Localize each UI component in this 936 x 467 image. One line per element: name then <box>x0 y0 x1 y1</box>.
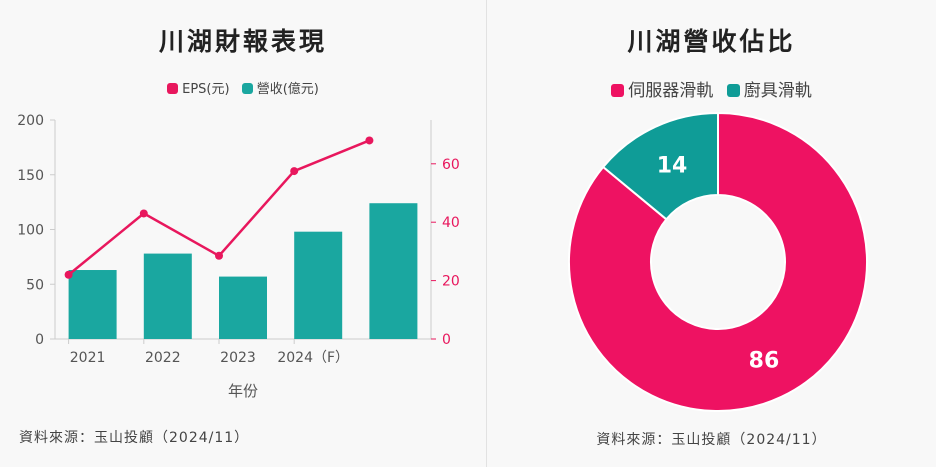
legend-label-kitchen-rail: 廚具滑軌 <box>743 81 812 101</box>
legend-label-eps: EPS(元) <box>182 82 230 97</box>
legend-item-eps: EPS(元) <box>167 78 230 97</box>
legend-label-server-rail: 伺服器滑軌 <box>628 81 714 101</box>
donut-label-kitchen-rail: 14 <box>657 153 688 178</box>
eps-point <box>64 270 73 279</box>
donut-slice-server-rail <box>568 111 868 412</box>
y-left-tick-label: 200 <box>17 113 44 129</box>
y-right-tick-label: 0 <box>442 332 451 348</box>
y-left-tick-label: 100 <box>17 223 44 239</box>
x-tick-label: 2021 <box>70 350 106 366</box>
donut-chart-panel: 川湖營收佔比 伺服器滑軌 廚具滑軌 86 14 資料來源：玉山投顧（2024/11… <box>487 0 936 467</box>
legend-swatch-eps <box>167 83 179 94</box>
x-axis-title: 年份 <box>228 382 258 400</box>
left-source-note: 資料來源：玉山投顧（2024/11） <box>19 430 250 446</box>
revenue-bar <box>219 276 267 339</box>
panel-divider <box>486 0 487 467</box>
eps-point <box>139 209 148 218</box>
combo-chart-svg: 0 50 100 150 200 0 20 40 60 2021 2022 2023 2024（F） 年份 <box>17 113 460 400</box>
x-tick-label: 2024（F） <box>277 350 349 366</box>
y-left-tick-label: 150 <box>17 168 44 184</box>
eps-point <box>365 136 374 145</box>
x-tick-label: 2022 <box>145 350 181 366</box>
legend-label-revenue: 營收(億元) <box>256 82 319 97</box>
legend-item-server-rail: 伺服器滑軌 <box>611 76 713 101</box>
donut-chart-svg: 86 14 <box>568 111 868 412</box>
donut-chart-title: 川湖營收佔比 <box>627 27 796 56</box>
revenue-bar <box>369 203 418 339</box>
x-tick-label: 2023 <box>220 350 256 366</box>
donut-chart-legend: 伺服器滑軌 廚具滑軌 <box>487 76 936 101</box>
right-source-note: 資料來源：玉山投顧（2024/11） <box>596 432 827 448</box>
donut-label-server-rail: 86 <box>749 349 780 374</box>
y-right-tick-label: 20 <box>442 274 460 290</box>
y-right-tick-label: 40 <box>442 215 460 231</box>
eps-point <box>215 251 223 260</box>
revenue-bar <box>294 231 343 339</box>
eps-point <box>290 167 299 176</box>
legend-item-kitchen-rail: 廚具滑軌 <box>726 76 812 101</box>
revenue-bar <box>143 253 192 339</box>
combo-chart-legend: EPS(元) 營收(億元) <box>0 78 486 97</box>
legend-swatch-kitchen-rail <box>726 84 740 97</box>
combo-chart-panel: 川湖財報表現 EPS(元) 營收(億元) 0 50 100 150 200 0 20 40 60… <box>0 27 486 446</box>
y-right-tick-label: 60 <box>442 157 460 173</box>
legend-item-revenue: 營收(億元) <box>241 78 319 97</box>
legend-swatch-revenue <box>241 83 253 94</box>
y-left-tick-label: 0 <box>35 332 44 348</box>
combo-chart-title: 川湖財報表現 <box>158 27 327 56</box>
y-left-tick-label: 50 <box>26 277 44 293</box>
donut-slice-kitchen-rail <box>601 111 719 221</box>
revenue-bar <box>68 270 117 339</box>
legend-swatch-server-rail <box>611 84 625 97</box>
